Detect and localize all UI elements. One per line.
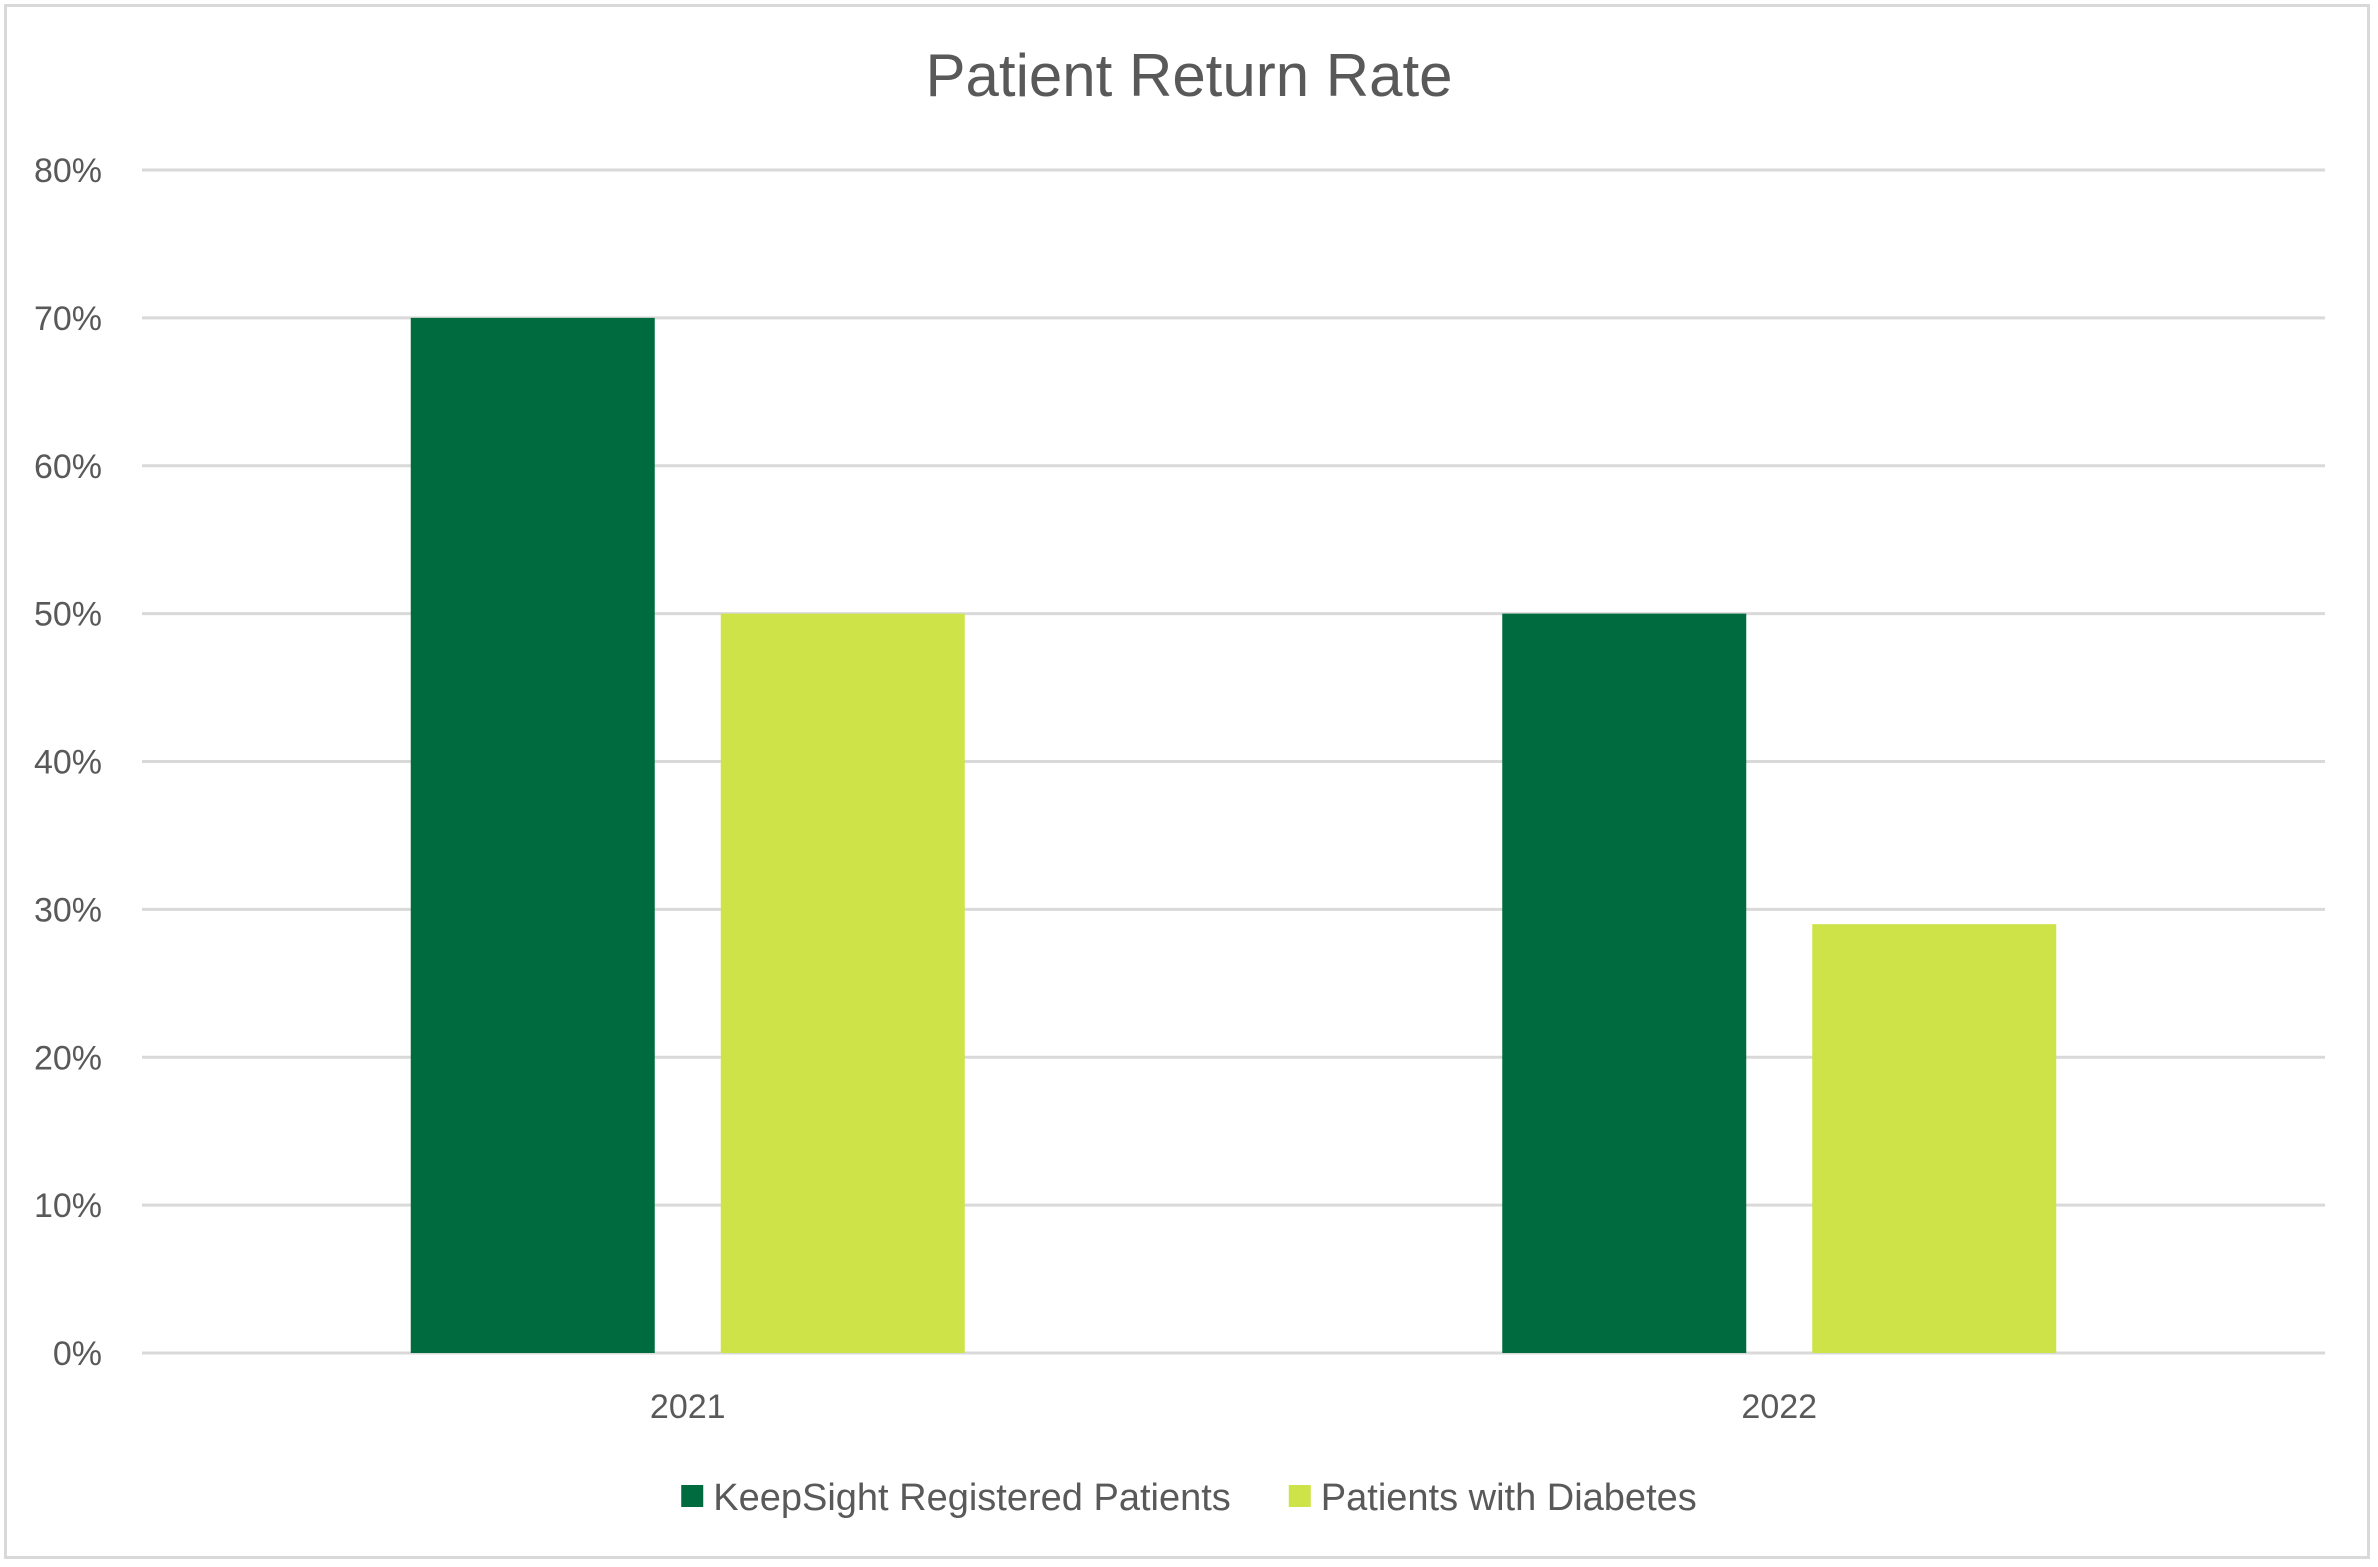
y-tick-label: 30%: [34, 891, 102, 929]
legend-item-1: Patients with Diabetes: [1288, 1477, 1697, 1519]
x-tick-label: 2021: [650, 1388, 726, 1426]
y-tick-label: 60%: [34, 448, 102, 486]
legend-label: Patients with Diabetes: [1321, 1477, 1697, 1519]
bar-2022-series-1: [1812, 924, 2057, 1353]
legend-item-0: KeepSight Registered Patients: [681, 1477, 1231, 1519]
bar-2021-series-0: [410, 317, 655, 1353]
y-tick-label: 40%: [34, 744, 102, 782]
y-tick-label: 80%: [34, 152, 102, 190]
y-axis-tick-labels: 0% 10% 20% 30% 40% 50% 60% 70% 80%: [34, 152, 102, 1373]
x-axis-tick-labels: 2021 2022: [650, 1388, 1817, 1426]
legend-label: KeepSight Registered Patients: [713, 1477, 1231, 1519]
bar-2021-series-1: [720, 613, 965, 1353]
x-tick-label: 2022: [1741, 1388, 1817, 1426]
legend-swatch: [681, 1485, 704, 1507]
y-tick-label: 20%: [34, 1039, 102, 1077]
legend: KeepSight Registered Patients Patients wi…: [681, 1477, 1697, 1519]
y-tick-label: 0%: [53, 1335, 102, 1373]
legend-swatch: [1288, 1485, 1311, 1507]
y-tick-label: 70%: [34, 300, 102, 338]
y-tick-label: 50%: [34, 596, 102, 634]
bar-2022-series-0: [1502, 613, 1747, 1353]
y-tick-label: 10%: [34, 1187, 102, 1225]
bars: [410, 317, 2057, 1353]
chart-title: Patient Return Rate: [926, 42, 1453, 109]
